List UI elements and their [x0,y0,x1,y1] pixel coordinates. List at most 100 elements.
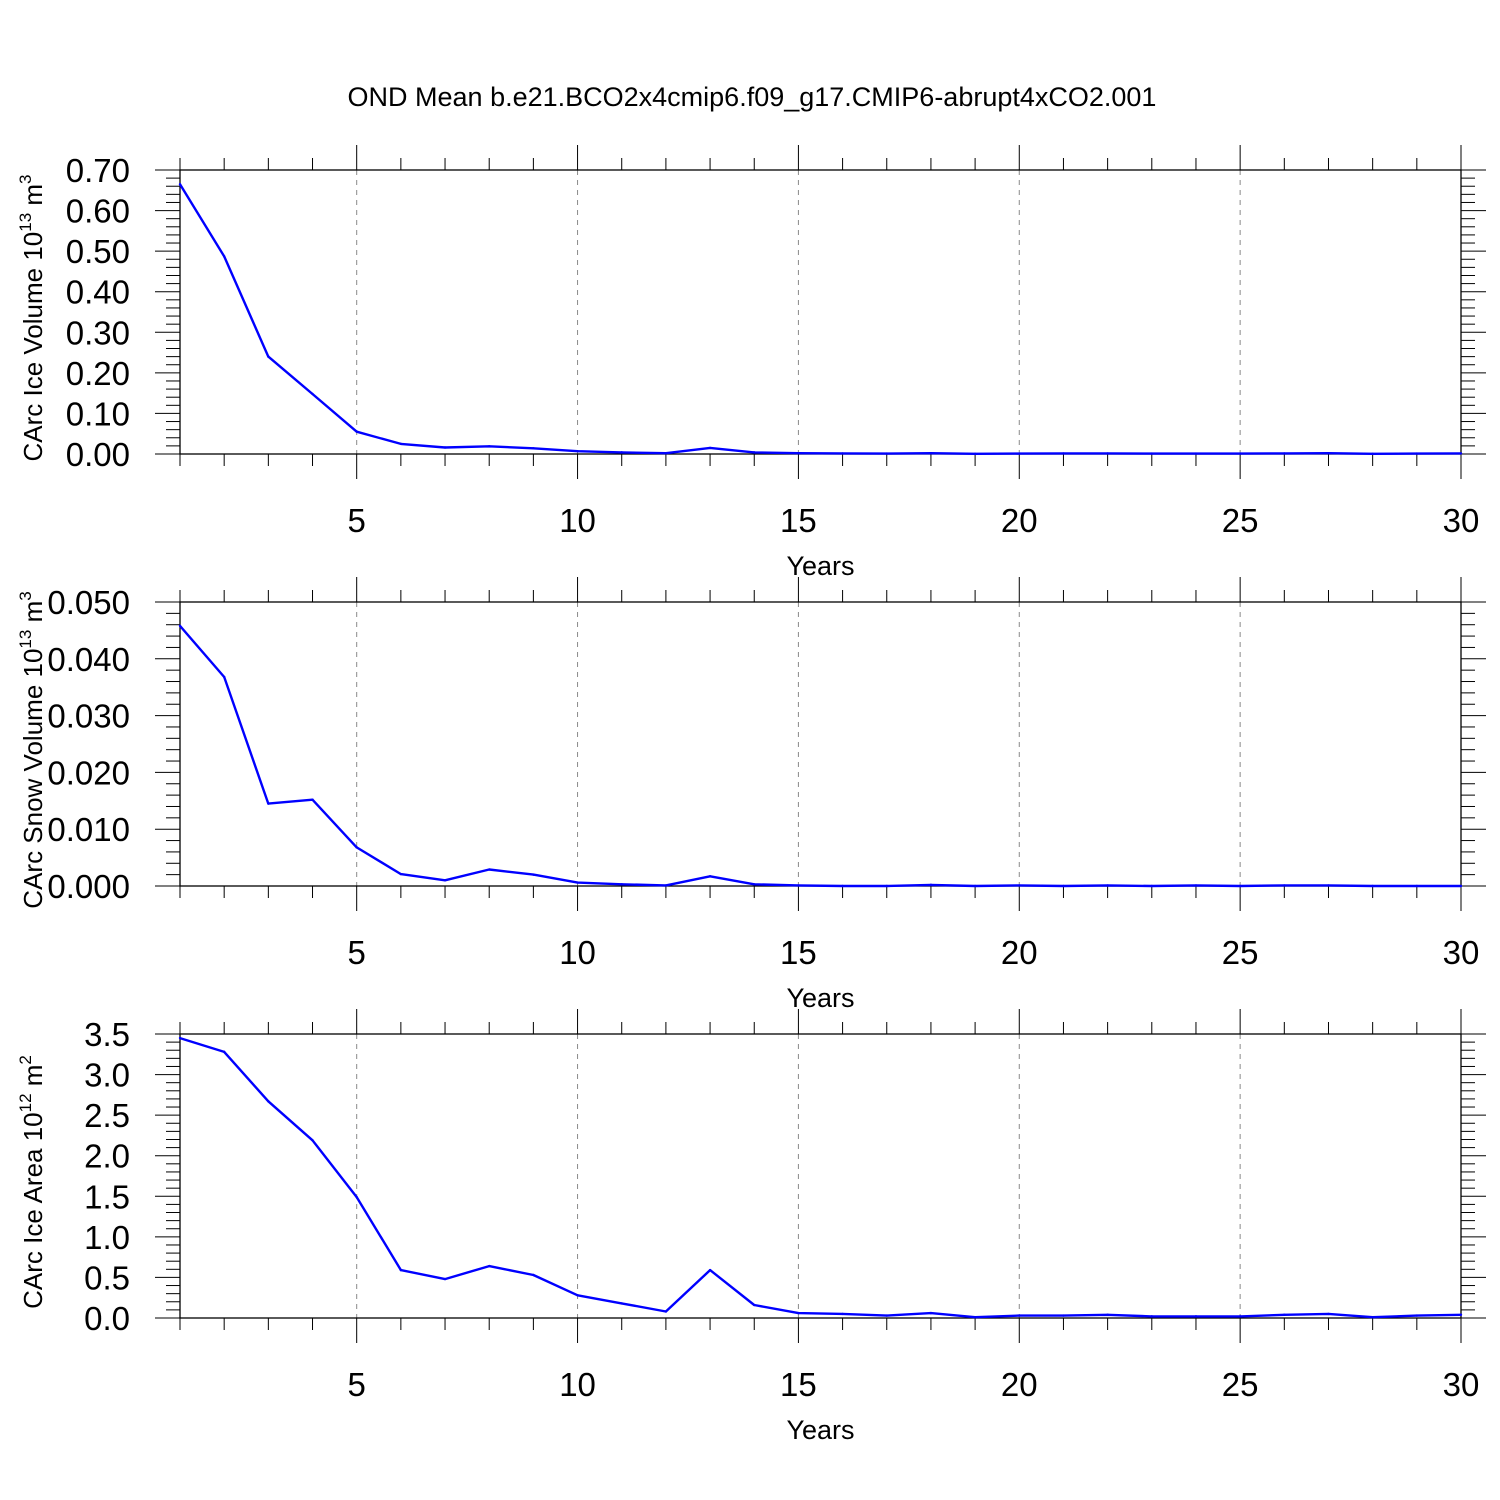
plot-frame [179,169,1462,455]
plot-frame [179,601,1462,887]
data-point [532,1273,535,1277]
x-tick-label: 30 [1443,1366,1480,1403]
x-tick-label: 15 [780,1366,817,1403]
y-axis-label-exponent: 13 [16,213,35,232]
data-point [355,1195,358,1199]
y-tick-label: 0.040 [47,641,130,678]
x-tick-label: 20 [1001,1366,1038,1403]
y-tick-label: 0.0 [84,1300,130,1337]
x-tick-label: 5 [348,934,366,971]
y-tick-label: 0.010 [47,811,130,848]
series-line [179,625,1461,888]
y-axis-label-unit-exponent: 2 [16,1055,35,1064]
data-point [797,884,800,887]
x-axis-label: Years [786,1415,854,1445]
data-point [1371,884,1374,888]
data-point [443,446,447,449]
data-point [1238,1315,1242,1318]
data-point [929,883,933,887]
y-tick-label: 0.50 [66,233,130,270]
plot-frame [179,1033,1462,1319]
y-axis-label-text: CArc Ice Volume 10 [18,232,48,462]
series-line [178,183,1462,455]
data-point [1327,1312,1330,1316]
data-point [929,1311,933,1315]
data-point [1106,884,1109,887]
data-point [841,1312,844,1316]
data-point [222,675,226,679]
data-point [753,1303,756,1307]
y-tick-label: 0.30 [66,314,130,351]
panel-2: 5 10 15 20 25 30 0.000 0.010 0.020 0.030 0.040 0.05… [16,577,1486,1013]
x-tick-label: 10 [559,502,596,539]
data-point [1194,884,1198,887]
x-tick-label: 10 [559,1366,596,1403]
data-point [355,846,358,849]
panel-1: 5 10 15 20 25 30 0.00 0.100.20 0.300.40 0.500.60 0… [16,145,1486,581]
x-axis-label: Years [786,983,854,1013]
data-point [1283,1313,1286,1316]
data-point [1238,452,1242,455]
x-tick-label: 30 [1443,502,1480,539]
series-line [179,1036,1462,1319]
y-axis-label-exponent: 13 [16,630,35,649]
data-point [267,355,270,358]
data-point [311,392,314,396]
x-tick-label: 15 [780,934,817,971]
data-point [929,451,933,455]
y-tick-label: 0.00 [66,436,130,473]
y-tick-label: 0.70 [66,152,130,189]
figure-title: OND Mean b.e21.BCO2x4cmip6.f09_g17.CMIP6… [348,82,1157,112]
data-point [1062,884,1065,888]
x-tick-label: 30 [1443,934,1480,971]
data-point [1283,884,1286,887]
data-point [797,451,800,455]
data-point [1327,451,1330,455]
y-axis-label-unit-exponent: 3 [16,591,35,600]
data-point [443,1277,447,1281]
y-tick-label: 3.5 [84,1016,130,1053]
data-point [708,446,712,450]
data-point [1371,1315,1374,1319]
data-point [1194,452,1198,455]
x-tick-label: 5 [348,1366,366,1403]
x-tick-label: 20 [1001,502,1038,539]
data-point [708,1268,712,1272]
data-point [620,451,623,454]
y-tick-label: 3.0 [84,1057,130,1094]
y-tick-label: 0.10 [66,395,130,432]
data-point [1018,1314,1021,1317]
x-tick-label: 10 [559,934,596,971]
data-point [399,1268,403,1272]
y-tick-label: 0.20 [66,355,130,392]
data-point [576,881,579,884]
data-point [267,802,270,805]
data-point [753,451,756,454]
data-point [1062,1314,1065,1317]
y-axis-label: CArc Ice Volume 1013 m3 [16,174,48,461]
x-tick-label: 25 [1222,934,1259,971]
data-point [1018,452,1021,455]
x-tick-label: 25 [1222,1366,1259,1403]
data-point [708,875,712,878]
y-axis-label-unit: m [18,1065,48,1094]
x-axis-label: Years [786,551,854,581]
data-point [1415,1314,1419,1317]
data-point [885,452,888,455]
data-point [355,430,358,433]
data-point [664,884,668,887]
data-point [664,451,668,455]
y-axis-label-text: CArc Ice Area 10 [18,1112,48,1309]
data-point [532,873,535,876]
data-point [1371,452,1374,455]
data-point [488,445,491,448]
y-tick-label: 0.020 [47,754,130,791]
data-point [222,255,226,258]
y-axis-label-exponent: 12 [16,1093,35,1112]
data-point [1327,884,1330,887]
y-tick-label: 0.000 [47,868,130,905]
data-point [973,884,977,888]
data-point [1415,884,1419,888]
data-point [841,452,844,455]
data-point [311,1139,314,1142]
